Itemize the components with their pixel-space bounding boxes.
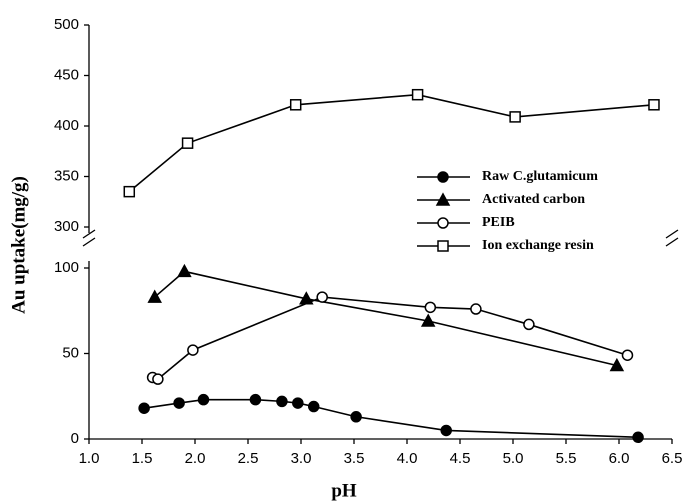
y-axis-label: Au uptake(mg/g) xyxy=(8,176,29,314)
data-point xyxy=(152,373,164,385)
data-point xyxy=(249,393,262,406)
data-point xyxy=(177,263,192,278)
data-point xyxy=(523,318,535,331)
data-point xyxy=(289,99,302,111)
x-tick-label: 2.5 xyxy=(238,450,259,467)
legend-marker xyxy=(435,192,451,206)
y-tick-label: 400 xyxy=(54,117,79,134)
data-point xyxy=(123,185,136,198)
data-point xyxy=(138,402,150,414)
legend-label: PEIB xyxy=(482,215,515,230)
data-point xyxy=(420,313,436,327)
data-point xyxy=(197,393,210,406)
series-line xyxy=(128,93,655,193)
data-point xyxy=(350,411,362,423)
data-point xyxy=(276,395,288,408)
data-point xyxy=(173,397,185,409)
data-point xyxy=(440,424,452,437)
x-tick-label: 1.0 xyxy=(79,450,100,467)
legend-label: Activated carbon xyxy=(482,192,585,207)
series-line xyxy=(154,270,618,367)
x-tick-label: 5.5 xyxy=(556,450,577,467)
data-point xyxy=(470,303,482,315)
data-point xyxy=(292,397,304,409)
data-point xyxy=(424,301,437,314)
x-tick-label: 6.5 xyxy=(662,450,683,467)
data-point xyxy=(411,88,424,101)
data-point xyxy=(187,344,199,356)
data-point xyxy=(632,431,644,444)
x-tick-label: 3.5 xyxy=(344,450,365,467)
data-point xyxy=(147,289,162,303)
data-point xyxy=(509,111,521,123)
data-point xyxy=(307,400,320,413)
data-point xyxy=(609,357,625,372)
data-point xyxy=(648,99,660,111)
data-point xyxy=(621,349,634,361)
series-line xyxy=(152,296,628,381)
legend-label: Ion exchange resin xyxy=(482,238,594,253)
legend-marker xyxy=(437,217,449,229)
series-line xyxy=(144,398,639,439)
legend-label: Raw C.glutamicum xyxy=(482,169,598,184)
y-tick-label: 450 xyxy=(54,66,79,83)
y-tick-label: 100 xyxy=(54,259,79,276)
x-tick-label: 4.5 xyxy=(450,450,471,467)
x-tick-label: 5.0 xyxy=(503,450,524,467)
x-tick-label: 4.0 xyxy=(397,450,418,467)
axis-break xyxy=(82,229,679,247)
y-tick-label: 500 xyxy=(54,16,79,33)
x-tick-label: 6.0 xyxy=(609,450,630,467)
x-tick-label: 3.0 xyxy=(291,450,312,467)
y-tick-label: 350 xyxy=(54,167,79,184)
y-tick-label: 0 xyxy=(71,430,79,447)
data-point xyxy=(316,291,328,303)
data-point xyxy=(181,137,194,149)
x-tick-label: 2.0 xyxy=(185,450,206,467)
legend-marker xyxy=(437,171,449,183)
y-tick-label: 50 xyxy=(62,344,79,361)
x-axis-label: pH xyxy=(331,480,357,501)
legend-marker xyxy=(437,240,449,252)
y-tick-label: 300 xyxy=(54,218,79,235)
x-tick-label: 1.5 xyxy=(132,450,153,467)
